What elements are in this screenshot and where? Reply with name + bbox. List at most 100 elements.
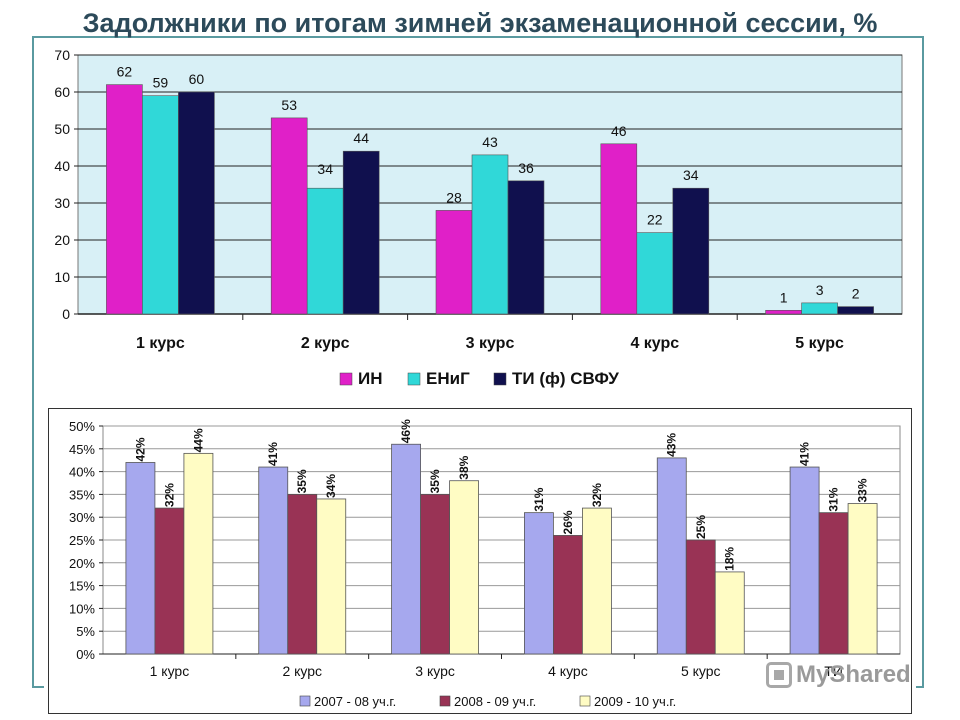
bar [672,187,710,315]
data-label: 43 [482,134,498,150]
x-tick-label: 3 курс [415,663,455,679]
y-tick-label: 40% [69,465,95,480]
bar [435,210,473,315]
y-tick-label: 35% [69,487,95,502]
y-tick-label: 50 [54,121,70,137]
data-label: 28 [446,189,462,205]
bar [471,154,509,315]
data-label: 34% [324,474,338,498]
legend-label: ИН [358,369,383,388]
y-tick-label: 10% [69,601,95,616]
x-tick-label: ТИ [824,663,843,679]
legend-swatch [339,372,353,386]
bar [685,539,716,655]
legend-label: 2008 - 09 уч.г. [454,694,536,709]
data-label: 31% [827,487,841,511]
x-tick-label: 1 курс [136,335,185,352]
bar [553,535,583,655]
legend-swatch [439,695,451,707]
bar [154,507,185,655]
legend-label: 2007 - 08 уч.г. [314,694,396,709]
legend-swatch [299,695,311,707]
bar [106,84,143,315]
data-label: 35% [295,469,309,493]
bar [636,232,674,315]
y-tick-label: 50% [69,419,95,434]
bar [342,150,380,315]
watermark-icon [766,662,792,688]
data-label: 36 [518,160,534,176]
y-tick-label: 25% [69,533,95,548]
data-label: 26% [561,510,575,534]
x-tick-label: 5 курс [681,663,721,679]
data-label: 60 [189,71,205,87]
bar [600,143,638,315]
data-label: 32% [162,483,176,507]
watermark-text: MyShared [796,661,911,688]
data-label: 34 [683,167,699,183]
bar [837,306,874,315]
x-tick-label: 2 курс [282,663,322,679]
data-label: 34 [317,161,333,177]
y-tick-label: 10 [54,269,70,285]
data-label: 46% [399,419,413,443]
bar [449,480,479,655]
bar [391,443,421,655]
legend-label: 2009 - 10 уч.г. [594,694,676,709]
y-tick-label: 0% [76,647,95,662]
bar [789,466,820,655]
data-label: 59 [153,75,169,91]
data-label: 43% [665,433,679,457]
data-label: 18% [723,547,737,571]
y-tick-label: 0 [62,306,70,322]
data-label: 35% [428,469,442,493]
x-tick-label: 2 курс [301,335,350,352]
bar [847,503,878,655]
y-tick-label: 5% [76,624,95,639]
legend-swatch [407,372,421,386]
data-label: 31% [532,487,546,511]
data-label: 42% [133,437,147,461]
bar [801,302,838,315]
data-label: 44% [191,428,205,452]
bar [142,95,179,315]
data-label: 41% [266,442,280,466]
legend-swatch [493,372,507,386]
bar [765,309,802,315]
bar [582,507,612,655]
bar [183,452,214,655]
legend-label: ЕНиГ [426,369,470,388]
data-label: 2 [852,286,860,302]
bottom-chart-border [48,408,912,714]
data-label: 53 [281,97,297,113]
slide-title: Задолжники по итогам зимней экзаменацион… [82,8,878,38]
data-label: 3 [816,282,824,298]
data-label: 25% [694,515,708,539]
x-tick-label: 1 курс [150,663,190,679]
bar [818,512,849,655]
data-label: 22 [647,212,663,228]
data-label: 44 [353,130,369,146]
y-tick-label: 30% [69,510,95,525]
bar [287,493,318,655]
legend-label: ТИ (ф) СВФУ [512,369,619,388]
bar [316,498,347,655]
x-tick-label: 4 курс [548,663,588,679]
y-tick-label: 30 [54,195,70,211]
y-tick-label: 20 [54,232,70,248]
data-label: 41% [798,442,812,466]
bar [258,466,289,655]
bar [507,180,545,315]
data-label: 46 [611,123,627,139]
bar [656,457,687,655]
y-tick-label: 40 [54,158,70,174]
x-tick-label: 4 курс [630,335,679,352]
data-label: 38% [457,455,471,479]
data-label: 33% [856,478,870,502]
y-tick-label: 20% [69,556,95,571]
data-label: 32% [590,483,604,507]
watermark: MyShared [766,658,911,692]
y-tick-label: 15% [69,579,95,594]
data-label: 62 [117,64,133,80]
